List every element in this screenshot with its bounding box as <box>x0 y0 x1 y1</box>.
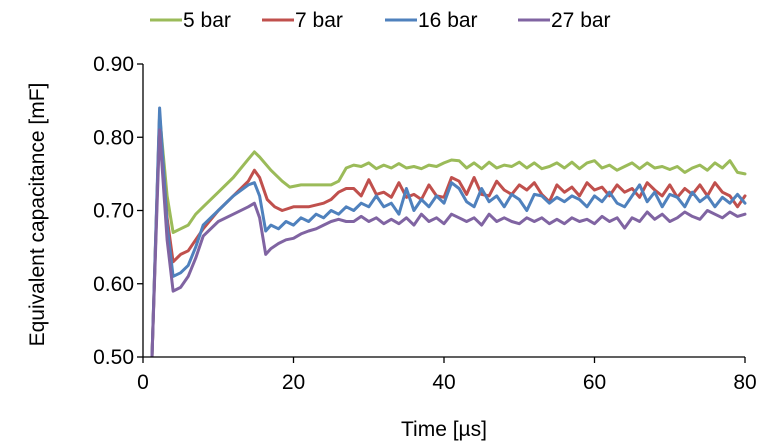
legend: 5 bar 7 bar 16 bar 27 bar <box>150 9 611 32</box>
series-group <box>150 106 747 357</box>
plot-lines <box>150 106 747 357</box>
legend-item: 7 bar <box>262 9 343 32</box>
legend-label: 7 bar <box>295 9 343 32</box>
x-tick-label: 40 <box>432 371 455 394</box>
x-tick-label: 60 <box>583 371 606 394</box>
series-line-16-bar <box>150 106 747 357</box>
y-tick-label: 0.50 <box>93 346 134 369</box>
x-tick-label: 80 <box>733 371 756 394</box>
legend-item: 27 bar <box>518 9 611 32</box>
y-axis-title: Equivalent capacitance [mF] <box>26 83 49 347</box>
x-ticks: 0 20 40 60 80 <box>137 357 757 394</box>
y-tick-label: 0.60 <box>93 273 134 296</box>
series-line-5-bar <box>150 113 747 357</box>
legend-label: 27 bar <box>551 9 611 32</box>
x-tick-label: 0 <box>137 371 149 394</box>
y-tick-label: 0.90 <box>93 53 134 76</box>
y-tick-label: 0.80 <box>93 126 134 149</box>
legend-item: 16 bar <box>385 9 478 32</box>
x-axis-title: Time [µs] <box>401 418 487 441</box>
axes <box>142 64 745 358</box>
series-line-7-bar <box>150 113 747 357</box>
y-tick-label: 0.70 <box>93 200 134 223</box>
series-line-27-bar <box>150 128 747 357</box>
legend-item: 5 bar <box>150 9 231 32</box>
x-tick-label: 20 <box>282 371 305 394</box>
legend-label: 5 bar <box>183 9 231 32</box>
legend-label: 16 bar <box>418 9 478 32</box>
y-ticks: 0.50 0.60 0.70 0.80 0.90 <box>93 53 143 369</box>
